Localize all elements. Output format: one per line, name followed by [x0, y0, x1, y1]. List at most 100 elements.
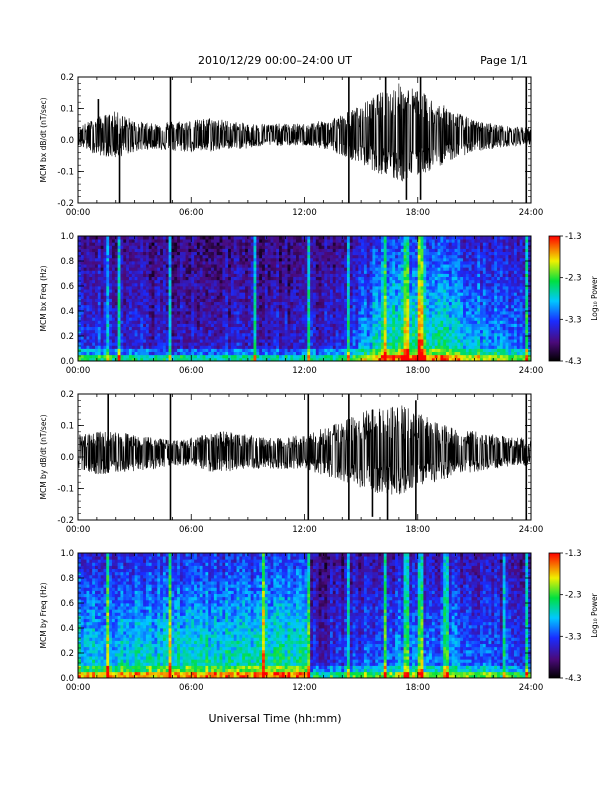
spectrogram-cell [279, 301, 283, 306]
spectrogram-cell [321, 336, 325, 340]
spectrogram-cell [185, 236, 189, 240]
spectrogram-cell [378, 257, 382, 262]
spectrogram-cell [301, 282, 305, 287]
spectrogram-cell [307, 357, 311, 362]
spectrogram-cell [344, 317, 348, 321]
spectrogram-cell [219, 295, 223, 299]
spectrogram-cell [247, 286, 252, 290]
spectrogram-cell [270, 264, 274, 268]
spectrogram-cell [134, 292, 138, 296]
spectrogram-cell [216, 276, 220, 281]
spectrogram-cell [168, 289, 172, 293]
spectrogram-cell [151, 239, 155, 243]
spectrogram-cell [143, 354, 147, 359]
spectrogram-cell [293, 248, 297, 253]
spectrogram-cell [230, 307, 235, 312]
spectrogram-cell [270, 242, 274, 246]
spectrogram-cell [230, 298, 235, 303]
spectrogram-cell [233, 242, 237, 246]
spectrogram-cell [301, 251, 305, 256]
spectrogram-cell [349, 339, 354, 343]
spectrogram-cell [346, 248, 351, 253]
spectrogram-cell [406, 345, 410, 349]
spectrogram-cell [281, 251, 286, 256]
spectrogram-cell [89, 336, 93, 340]
spectrogram-cell [236, 345, 240, 349]
spectrogram-cell [324, 270, 328, 274]
spectrogram-cell [137, 345, 141, 349]
spectrogram-cell [97, 273, 102, 278]
spectrogram-cell [361, 289, 365, 293]
spectrogram-cell [160, 348, 164, 353]
spectrogram-cell [126, 348, 130, 353]
spectrogram-cell [250, 304, 254, 309]
spectrogram-cell [307, 261, 311, 265]
spectrogram-cell [361, 267, 365, 271]
spectrogram-cell [199, 357, 203, 362]
spectrogram-cell [253, 236, 257, 240]
spectrogram-cell [403, 282, 407, 287]
spectrogram-cell [185, 314, 189, 318]
spectrogram-cell [284, 323, 288, 328]
spectrogram-cell [225, 248, 229, 253]
spectrogram-cell [256, 289, 260, 293]
spectrogram-cell [324, 261, 328, 265]
spectrogram-cell [78, 317, 82, 321]
spectrogram-cell [86, 320, 90, 324]
spectrogram-cell [213, 354, 218, 359]
spectrogram-cell [103, 239, 107, 243]
spectrogram-cell [111, 336, 116, 340]
spectrogram-cell [131, 336, 136, 340]
spectrogram-cell [293, 339, 297, 343]
spectrogram-cell [412, 342, 416, 346]
spectrogram-cell [327, 236, 331, 240]
spectrogram-cell [279, 345, 283, 349]
spectrogram-cell [293, 301, 297, 306]
spectrogram-cell [369, 317, 373, 321]
spectrogram-cell [256, 320, 260, 324]
spectrogram-cell [287, 323, 291, 328]
spectrogram-cell [256, 336, 260, 340]
spectrogram-cell [298, 320, 303, 324]
spectrogram-cell [304, 270, 308, 274]
spectrogram-cell [106, 304, 110, 309]
spectrogram-cell [327, 248, 331, 253]
spectrogram-cell [372, 298, 376, 303]
spectrogram-cell [185, 326, 189, 331]
spectrogram-cell [403, 239, 407, 243]
spectrogram-cell [143, 345, 147, 349]
spectrogram-cell [344, 254, 348, 259]
spectrogram-cell [103, 292, 107, 296]
spectrogram-cell [157, 298, 161, 303]
spectrogram-cell [250, 348, 254, 353]
spectrogram-cell [211, 248, 215, 253]
spectrogram-cell [154, 326, 158, 331]
spectrogram-cell [219, 270, 223, 274]
spectrogram-cell [412, 282, 416, 287]
spectrogram-cell [414, 320, 419, 324]
spectrogram-cell [131, 320, 136, 324]
spectrogram-cell [177, 248, 181, 253]
spectrogram-cell [409, 276, 413, 281]
spectrogram-cell [279, 351, 283, 356]
spectrogram-cell [397, 354, 402, 359]
spectrogram-cell [267, 301, 271, 306]
spectrogram-cell [395, 251, 399, 256]
spectrogram-cell [168, 342, 172, 346]
spectrogram-cell [188, 317, 192, 321]
spectrogram-cell [352, 257, 356, 262]
spectrogram-cell [111, 273, 116, 278]
spectrogram-cell [242, 257, 246, 262]
spectrogram-cell [148, 326, 153, 331]
spectrogram-cell [332, 323, 337, 328]
spectrogram-cell [208, 345, 212, 349]
spectrogram-cell [191, 314, 195, 318]
spectrogram-cell [89, 279, 93, 284]
spectrogram-cell [92, 257, 96, 262]
spectrogram-cell [296, 242, 300, 246]
spectrogram-cell [397, 254, 402, 259]
spectrogram-cell [372, 320, 376, 324]
spectrogram-cell [228, 267, 232, 271]
spectrogram-cell [174, 307, 178, 312]
spectrogram-cell [86, 239, 90, 243]
